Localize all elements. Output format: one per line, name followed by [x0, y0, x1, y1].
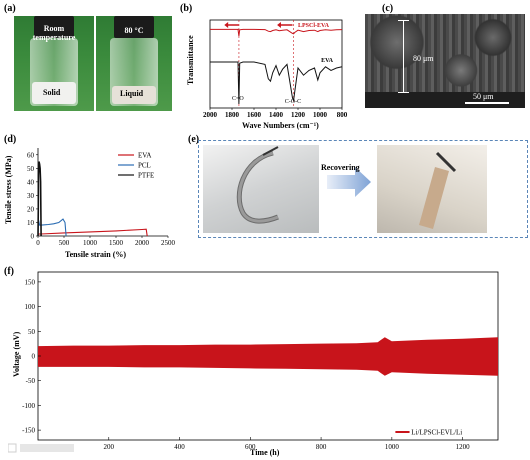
cycling-xtick-400: 400: [174, 443, 185, 451]
tensile-ytick-30: 30: [27, 192, 35, 200]
ftir-legend-bottom: EVA: [321, 58, 334, 64]
solid-state-label: Solid: [43, 88, 61, 97]
tensile-ytick-50: 50: [27, 165, 35, 173]
cycling-ytick-100: 100: [25, 303, 36, 311]
recovery-figure-box: Recovering: [198, 140, 528, 238]
ftir-arrowhead-left-icon: [224, 22, 229, 28]
tensile-series-eva: [37, 228, 148, 237]
cycling-ytick--100: -100: [22, 402, 35, 410]
photo-bent-film: [203, 145, 319, 233]
cycling-ytick-150: 150: [25, 278, 36, 286]
tensile-ytick-10: 10: [27, 219, 35, 227]
tensile-legend-pcl: PCL: [138, 162, 151, 170]
ftir-chart: LPSCl-EVA EVA C=O C-O-C 2000 1800 1600 1400 1200…: [203, 19, 348, 119]
ftir-series-lpscl-eva: [210, 28, 343, 37]
ftir-annotation-co: C=O: [232, 96, 244, 102]
tensile-ytick-40: 40: [27, 178, 35, 186]
panel-label-a: (a): [4, 3, 16, 14]
panel-label-d: (d): [4, 134, 17, 145]
cycling-ytick-50: 50: [28, 328, 36, 336]
liquid-jar-caption: 80 °C: [124, 26, 144, 35]
tensile-xtick-1000: 1000: [83, 239, 98, 247]
tensile-ytick-20: 20: [27, 205, 35, 213]
ftir-series-eva: [210, 61, 343, 105]
cycling-ylabel: Voltage (mV): [12, 331, 21, 377]
ftir-xlabel: Wave Numbers (cm⁻¹): [242, 121, 319, 130]
ftir-xtick-1800: 1800: [225, 111, 240, 119]
liquid-state-label: Liquid: [120, 89, 144, 98]
panel-label-f: (f): [4, 266, 14, 277]
panel-label-e: (e): [188, 134, 200, 145]
tensile-ylabel: Tensile stress (MPa): [4, 155, 13, 224]
cycling-xtick-1000: 1000: [385, 443, 400, 451]
tensile-legend-ptfe: PTFE: [138, 172, 154, 180]
ftir-legend-top: LPSCl-EVA: [298, 23, 330, 29]
tensile-xtick-1500: 1500: [109, 239, 124, 247]
cycling-ytick--50: -50: [26, 377, 36, 385]
cycling-xlabel: Time (h): [250, 448, 280, 457]
ftir-xtick-2000: 2000: [203, 111, 218, 119]
ftir-frame: [209, 19, 343, 109]
tensile-ytick-0: 0: [31, 233, 35, 241]
tensile-series-ptfe: [37, 161, 42, 237]
ftir-xtick-800: 800: [337, 111, 348, 119]
ftir-xtick-1000: 1000: [313, 111, 328, 119]
cycling-xtick-600: 600: [245, 443, 256, 451]
panel-label-b: (b): [180, 3, 193, 14]
cycling-chart: 200 400 600 800 1000 1200 150 100 50 0 -50 -100 -150…: [22, 271, 499, 451]
ftir-ylabel: Transmittance: [186, 35, 195, 85]
ftir-xtick-1400: 1400: [269, 111, 284, 119]
photo-solid-jar: Room temperature Solid: [14, 16, 94, 111]
photo-liquid-jar: 80 °C Liquid: [96, 16, 172, 111]
cycling-ytick-0: 0: [32, 353, 36, 361]
ftir-xtick-1600: 1600: [247, 111, 262, 119]
recovering-arrow-icon: [327, 167, 371, 197]
cycling-legend-label: Li/LPSCl-EVL/Li: [411, 429, 462, 437]
cycling-series-band: [38, 337, 498, 376]
tensile-ytick-60: 60: [27, 151, 35, 159]
recovering-label: Recovering: [321, 163, 360, 172]
tensile-series-pcl: [37, 218, 67, 237]
sem-image: 80 μm 50 μm: [365, 14, 525, 108]
tensile-xtick-2000: 2000: [135, 239, 150, 247]
cycling-xtick-800: 800: [316, 443, 327, 451]
ftir-arrowhead-right-icon: [277, 22, 281, 28]
sem-thickness-label: 80 μm: [413, 54, 434, 63]
cycling-ytick--150: -150: [22, 427, 35, 435]
solid-jar-caption: Room temperature: [32, 24, 76, 42]
panel-label-c: (c): [382, 3, 394, 14]
sem-scale-label: 50 μm: [473, 92, 494, 101]
tensile-xtick-500: 500: [59, 239, 70, 247]
photo-flat-film: [377, 145, 487, 233]
cycling-xtick-1200: 1200: [456, 443, 471, 451]
tensile-xtick-2500: 2500: [161, 239, 176, 247]
watermark-logo: [7, 442, 78, 457]
tensile-chart: 0 500 1000 1500 2000 2500 0 10 20 30 40 50 60 EVA PCL P…: [27, 148, 176, 247]
ftir-annotation-coc: C-O-C: [285, 99, 301, 105]
cycling-xtick-200: 200: [104, 443, 115, 451]
tensile-legend-eva: EVA: [138, 152, 151, 160]
ftir-xtick-1200: 1200: [291, 111, 306, 119]
tensile-xlabel: Tensile strain (%): [65, 250, 127, 259]
tensile-xtick-0: 0: [36, 239, 40, 247]
